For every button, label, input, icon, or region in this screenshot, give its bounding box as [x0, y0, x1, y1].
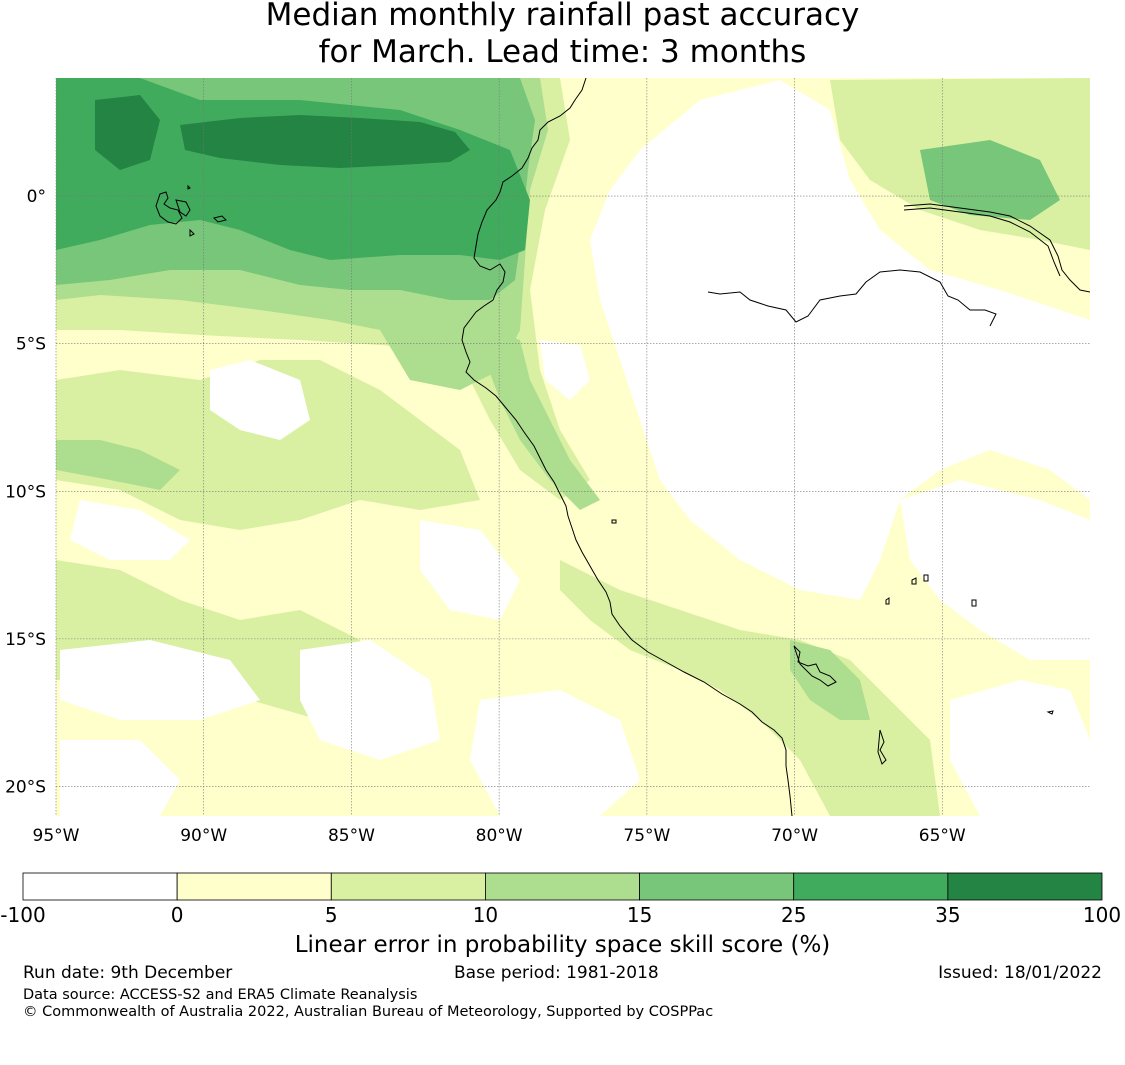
amazon-river [903, 203, 1090, 293]
longitude-tick-label: 65°W [919, 826, 966, 846]
colorbar-tick-label: 0 [171, 903, 184, 927]
no-skill-region-south-3 [60, 740, 180, 816]
run-date: Run date: 9th December [23, 963, 233, 983]
base-period: Base period: 1981-2018 [454, 963, 659, 983]
colorbar-tick-label: 100 [1083, 903, 1121, 927]
skill-region-10-15-altiplano [790, 640, 870, 720]
no-skill-region-ocean-1 [210, 360, 310, 440]
longitude-tick-label: 95°W [33, 826, 80, 846]
colorbar-bin [330, 872, 486, 901]
map-title-line-1: Median monthly rainfall past accuracy [265, 0, 860, 33]
colorbar: -100 0 5 10 15 25 35 100 [0, 872, 1121, 927]
map-title-line-2: for March. Lead time: 3 months [318, 34, 807, 70]
no-skill-region-east [900, 480, 1090, 660]
colorbar-bin [639, 872, 795, 901]
coastline [155, 78, 1090, 816]
amazon-river-branch [903, 207, 1061, 277]
colorbar-tick-label: 35 [935, 903, 960, 927]
latitude-tick-label: 10°S [5, 482, 46, 502]
issued-date: Issued: 18/01/2022 [938, 963, 1102, 983]
longitude-tick-label: 90°W [180, 826, 227, 846]
longitude-tick-label: 75°W [623, 826, 670, 846]
latitude-tick-label: 15°S [5, 630, 46, 650]
colorbar-tick-label: 15 [627, 903, 652, 927]
galapagos-islands [155, 184, 227, 237]
no-skill-region-ocean-2 [70, 500, 190, 560]
latitude-tick-label: 5°S [16, 335, 46, 355]
skill-region-10-15-west [56, 440, 180, 490]
skill-region-10-15-coast [485, 330, 600, 510]
lake-poopo [877, 729, 887, 765]
colorbar-tick-label: 25 [781, 903, 806, 927]
skill-region-35-100-west [95, 95, 160, 170]
data-source: Data source: ACCESS-S2 and ERA5 Climate … [23, 987, 418, 1003]
colorbar-tick-label: 10 [473, 903, 498, 927]
maranon-river [707, 269, 997, 327]
no-skill-region-south-1 [470, 690, 640, 816]
south-america-coastline [461, 78, 793, 816]
colorbar-bin [947, 872, 1103, 901]
skill-region-5-10-altiplano [560, 560, 940, 816]
colorbar-bin [176, 872, 332, 901]
no-skill-region-amazon-north [860, 270, 950, 330]
no-skill-region-ocean-4 [300, 640, 440, 760]
no-skill-region-south-2 [950, 680, 1090, 816]
colorbar-bin [485, 872, 640, 901]
colorbar-tick-label: 5 [325, 903, 338, 927]
no-skill-region-amazon [590, 80, 1090, 600]
longitude-tick-label: 70°W [771, 826, 818, 846]
latitude-axis-labels: 0° 5°S 10°S 15°S 20°S [5, 187, 46, 797]
colorbar-bin [22, 872, 178, 901]
longitude-tick-label: 85°W [328, 826, 375, 846]
no-skill-region-ocean-3 [60, 640, 260, 720]
longitude-tick-label: 80°W [476, 826, 523, 846]
small-lakes [611, 519, 1054, 715]
longitude-axis-labels: 95°W 90°W 85°W 80°W 75°W 70°W 65°W [33, 826, 966, 846]
no-skill-region-ocean-5 [420, 520, 520, 620]
skill-region-35-100 [180, 115, 470, 168]
skill-region-15-25-northeast [920, 140, 1060, 220]
map-gridlines [55, 78, 1090, 816]
latitude-tick-label: 20°S [5, 777, 46, 797]
skill-score-map [56, 78, 1090, 816]
no-skill-region-coast [540, 340, 590, 400]
colorbar-bin [793, 872, 949, 901]
lake-titicaca [793, 645, 837, 687]
copyright: © Commonwealth of Australia 2022, Austra… [23, 1004, 714, 1020]
latitude-tick-label: 0° [27, 187, 46, 207]
colorbar-tick-label: -100 [0, 903, 45, 927]
colorbar-title: Linear error in probability space skill … [294, 932, 831, 958]
